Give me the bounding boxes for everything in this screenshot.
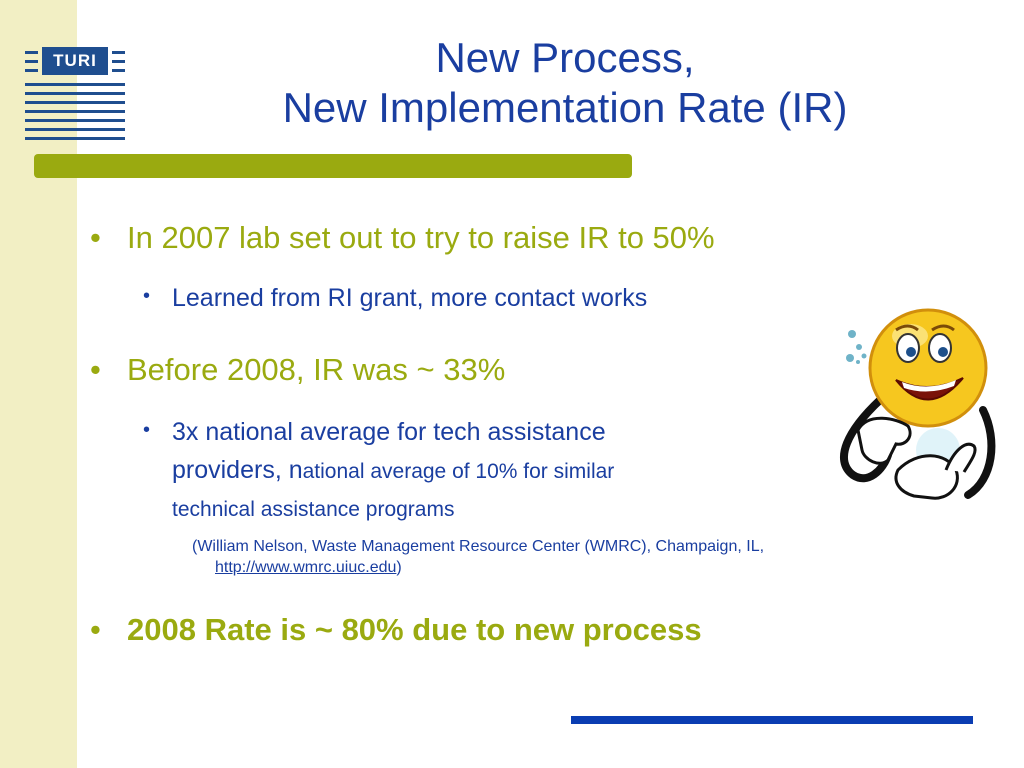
- bullet-2-text: Before 2008, IR was ~ 33%: [127, 352, 506, 387]
- bullet-2-sub-line-2-small: ational average of 10% for similar: [302, 460, 615, 483]
- sub-bullet-dot: •: [143, 285, 151, 307]
- citation-link[interactable]: http://www.wmrc.uiuc.edu: [215, 559, 397, 576]
- bullet-dot: •: [90, 352, 101, 387]
- citation-line-2: http://www.wmrc.uiuc.edu): [192, 557, 764, 578]
- slide-title: New Process, New Implementation Rate (IR…: [160, 33, 970, 133]
- bullet-3-text: 2008 Rate is ~ 80% due to new process: [127, 612, 702, 647]
- bullet-2-sub-line-2: providers, national average of 10% for s…: [172, 456, 614, 485]
- bullet-1-sub-text: Learned from RI grant, more contact work…: [172, 284, 648, 312]
- bullet-2-sub-line-1: 3x national average for tech assistance: [172, 418, 606, 446]
- smiley-thumbs-up-icon: [840, 308, 996, 500]
- title-line-2: New Implementation Rate (IR): [282, 84, 848, 131]
- bullet-dot: •: [90, 612, 101, 647]
- sub-bullet-dot: •: [143, 419, 151, 441]
- turi-logo: TURI: [25, 45, 125, 141]
- citation-line-1: (William Nelson, Waste Management Resour…: [192, 538, 765, 555]
- bullet-2-sub-line-2-large: providers, n: [172, 456, 303, 484]
- bullet-2-sub-line-3: technical assistance programs: [172, 498, 455, 521]
- citation-close: ): [396, 559, 402, 576]
- turi-logo-text: TURI: [42, 47, 108, 75]
- citation: (William Nelson, Waste Management Resour…: [192, 536, 764, 578]
- footer-rule: [571, 716, 973, 724]
- bullet-dot: •: [90, 220, 101, 255]
- title-underline-bar: [34, 154, 632, 178]
- bullet-1-text: In 2007 lab set out to try to raise IR t…: [127, 220, 715, 255]
- title-line-1: New Process,: [435, 34, 695, 81]
